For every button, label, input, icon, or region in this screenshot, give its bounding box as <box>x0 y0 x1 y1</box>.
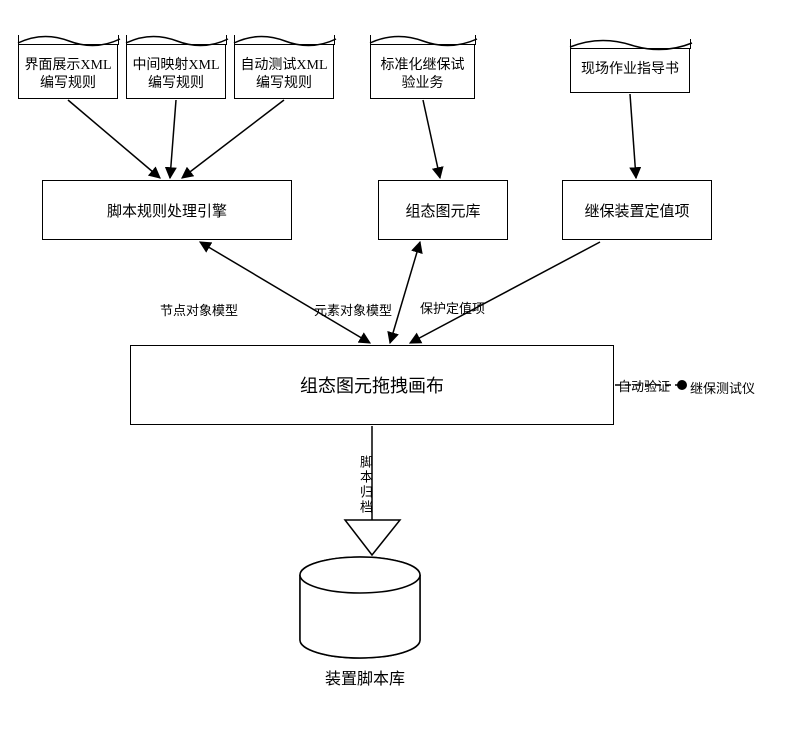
box-element-library: 组态图元库 <box>378 180 508 240</box>
box-label: 组态图元拖拽画布 <box>300 372 444 398</box>
label-device-script-db: 装置脚本库 <box>325 665 405 689</box>
box-relay-settings: 继保装置定值项 <box>562 180 712 240</box>
doc-label: 标准化继保试验业务 <box>381 58 465 91</box>
label-script-archive: 脚本归档 <box>356 455 375 515</box>
doc-wave-icon <box>233 33 337 47</box>
label-node-model: 节点对象模型 <box>160 300 238 319</box>
doc-mid-xml-rules: 中间映射XML编写规则 <box>126 44 226 99</box>
doc-label: 界面展示XML编写规则 <box>24 58 111 91</box>
box-label: 脚本规则处理引擎 <box>107 200 227 221</box>
label-auto-verify: 自动验证 <box>618 376 670 395</box>
doc-wave-icon <box>17 33 121 47</box>
label-element-model: 元素对象模型 <box>314 300 392 319</box>
box-canvas: 组态图元拖拽画布 <box>130 345 614 425</box>
doc-wave-icon <box>569 37 693 51</box>
box-label: 组态图元库 <box>405 200 480 221</box>
doc-field-guide: 现场作业指导书 <box>570 48 690 93</box>
doc-standard-relay-test: 标准化继保试验业务 <box>370 44 475 99</box>
doc-label: 自动测试XML编写规则 <box>240 58 327 91</box>
label-relay-tester: 继保测试仪 <box>690 378 755 397</box>
box-label: 继保装置定值项 <box>584 200 689 221</box>
label-protection-settings: 保护定值项 <box>420 298 485 317</box>
doc-autotest-xml-rules: 自动测试XML编写规则 <box>234 44 334 99</box>
doc-wave-icon <box>125 33 229 47</box>
doc-label: 现场作业指导书 <box>581 62 679 77</box>
doc-label: 中间映射XML编写规则 <box>132 58 219 91</box>
doc-wave-icon <box>369 33 478 47</box>
box-script-engine: 脚本规则处理引擎 <box>42 180 292 240</box>
doc-ui-xml-rules: 界面展示XML编写规则 <box>18 44 118 99</box>
